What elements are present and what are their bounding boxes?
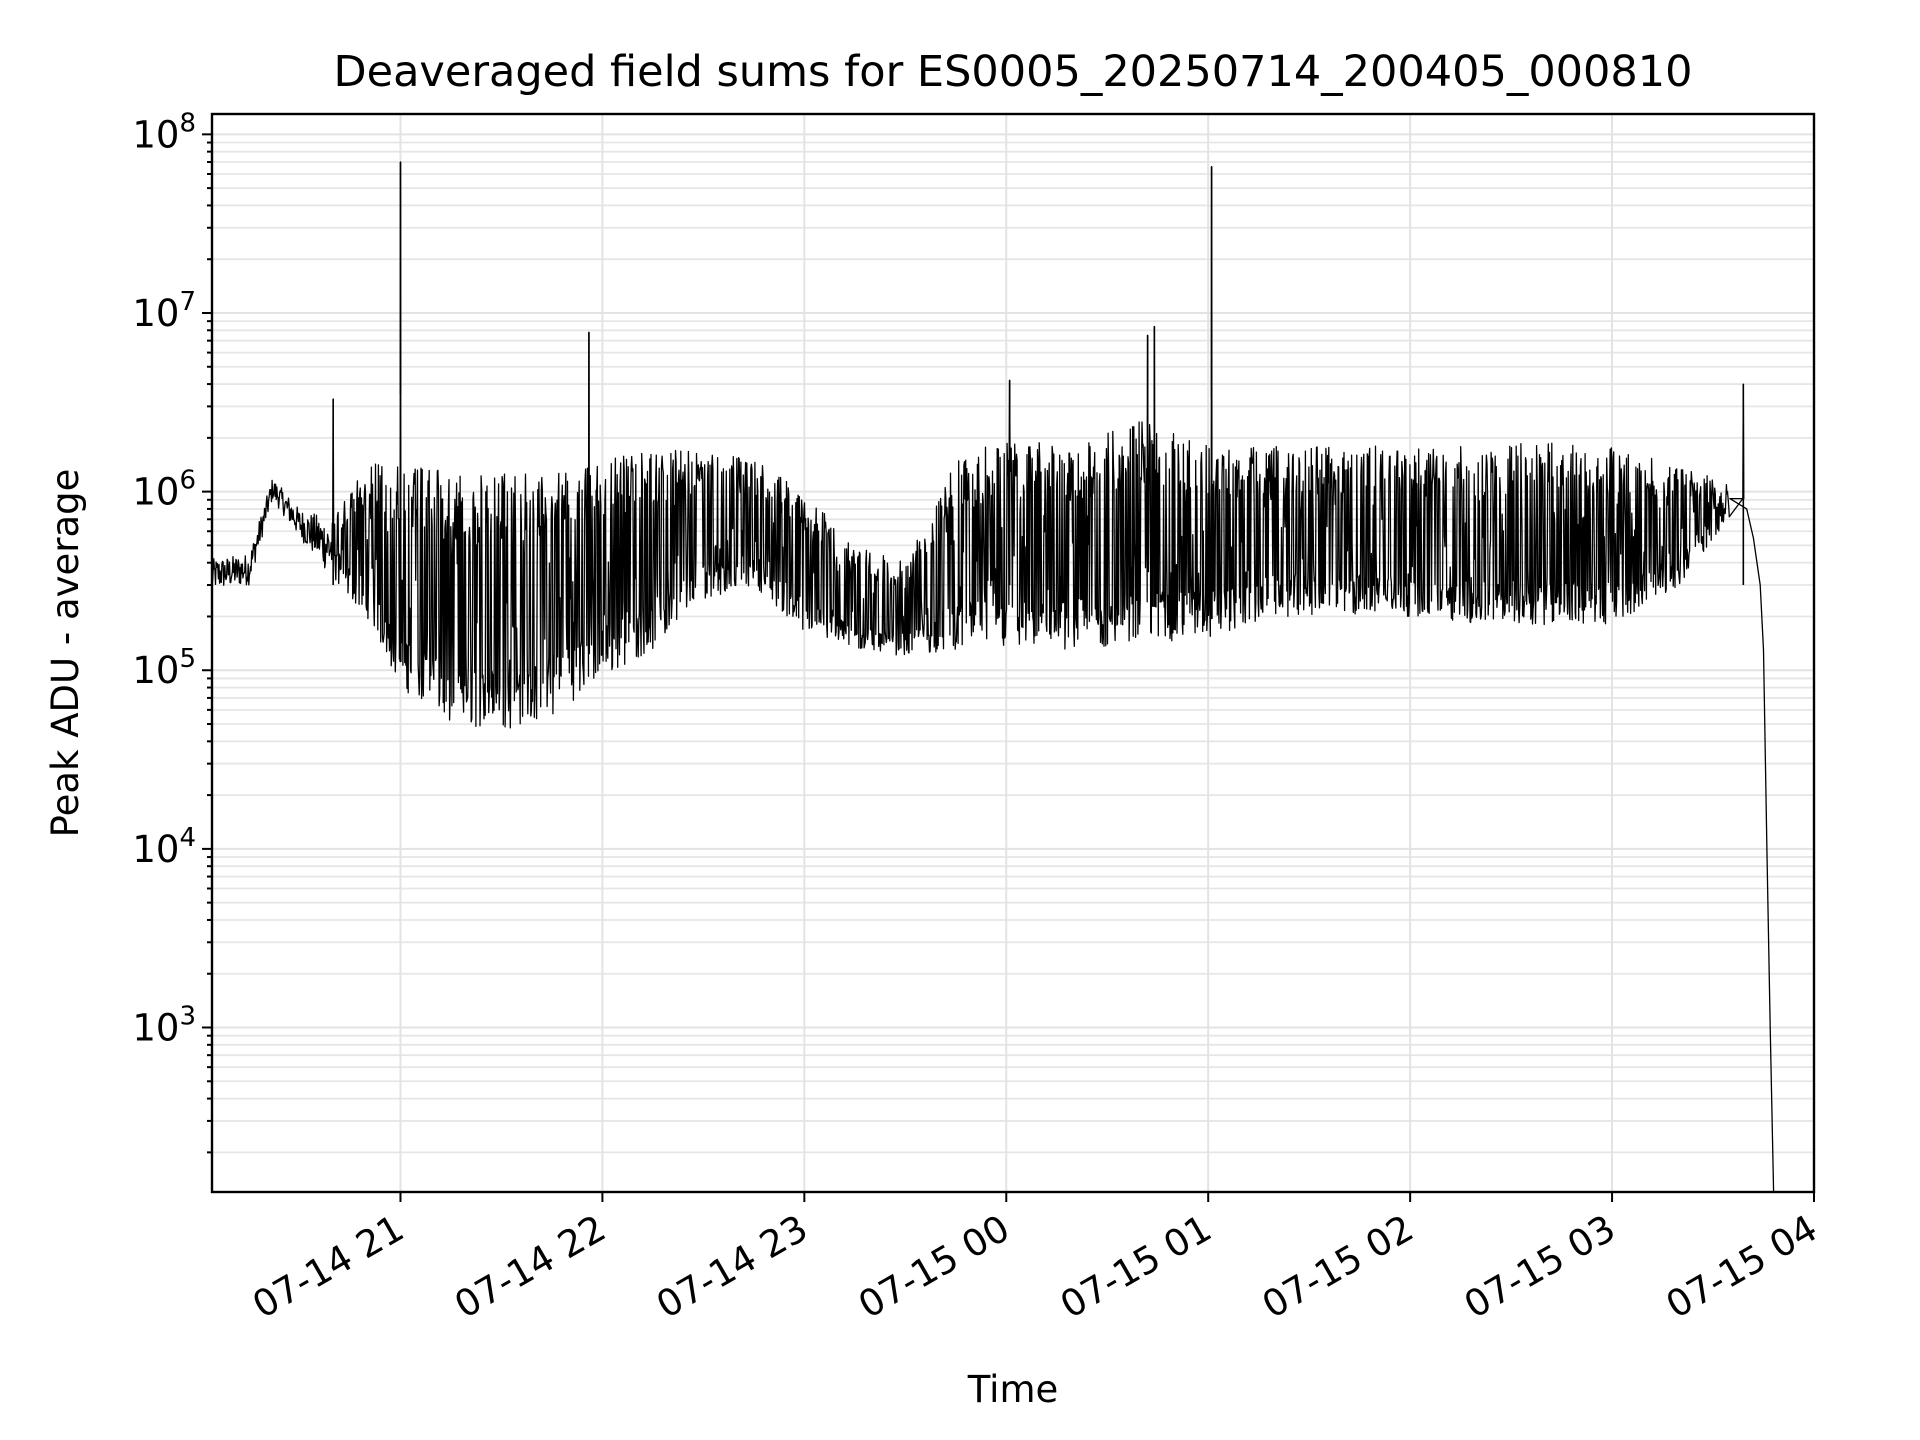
y-tick-label: 103 [132,1002,196,1050]
y-tick-label: 108 [132,108,196,156]
y-axis-label: Peak ADU - average [44,469,87,838]
y-axis-ticks: 103 104 105 106 107 108 [132,108,212,1154]
y-tick-label: 104 [132,823,196,871]
series-line [211,161,1775,1193]
chart-title: Deaveraged field sums for ES0005_2025071… [334,47,1693,97]
y-tick-label: 105 [132,644,196,692]
y-tick-label: 107 [132,287,196,335]
x-axis-label: Time [967,1368,1059,1411]
grid [212,114,1815,1192]
plot-frame [210,112,1816,1194]
y-tick-label: 106 [132,466,196,514]
series [211,161,1775,1193]
